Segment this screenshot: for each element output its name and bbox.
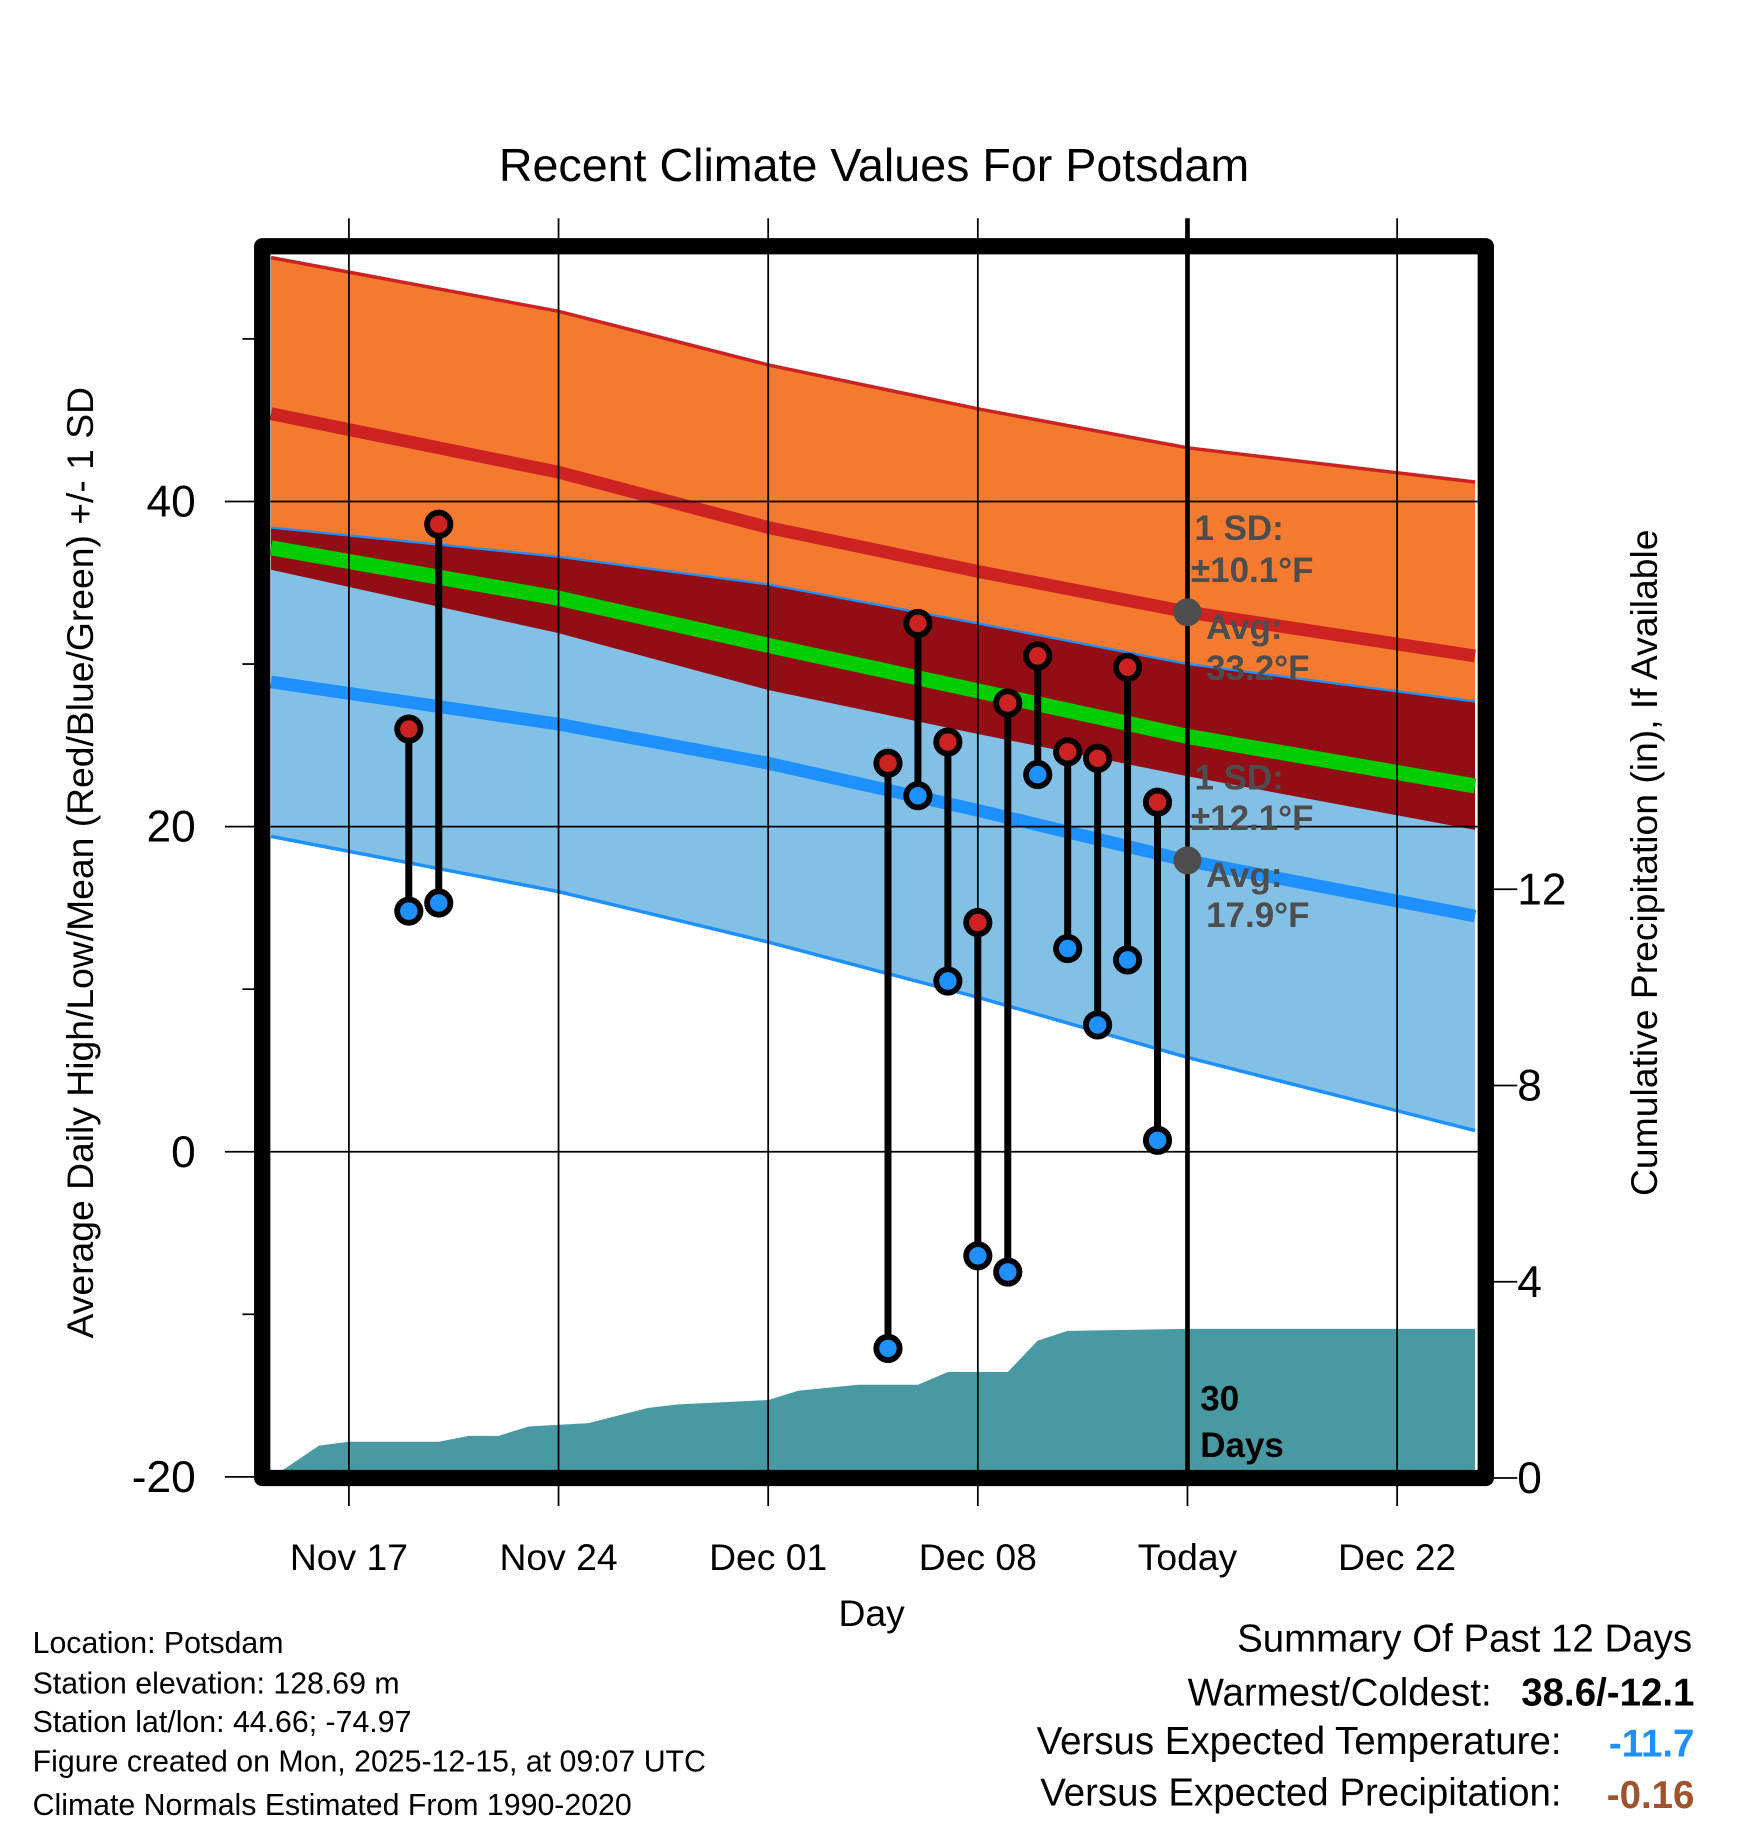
daily-high-low — [1053, 737, 1083, 964]
high-point — [903, 608, 933, 638]
low-sd-lower-edge — [270, 834, 1476, 1133]
daily-high-low — [903, 608, 933, 811]
high-avg-marker — [1173, 598, 1202, 627]
high-avg-value: 33.2°F — [1206, 649, 1309, 688]
summary: Summary Of Past 12 Days Warmest/Coldest:… — [1037, 1618, 1695, 1817]
mean-line — [270, 540, 1477, 794]
daily-high-low — [1083, 743, 1113, 1040]
y-tick-label: 20 — [147, 803, 196, 852]
info-created: Figure created on Mon, 2025-12-15, at 09… — [33, 1746, 706, 1779]
x-tick-label: Dec 08 — [919, 1536, 1037, 1578]
low-sd-label: 1 SD: — [1194, 758, 1283, 797]
low-point — [1083, 1010, 1113, 1040]
annotations: 1 SD: ±10.1°F Avg: 33.2°F 1 SD: ±12.1°F … — [1173, 509, 1314, 1465]
daily-high-low — [963, 907, 993, 1271]
axes: Nov 17 Nov 24 Dec 01 Dec 08 Today Dec 22 -20 0 2… — [132, 218, 1567, 1578]
low-point — [963, 1241, 993, 1271]
high-sd-upper-edge — [270, 255, 1476, 484]
precipitation-area — [281, 1328, 1475, 1472]
low-point — [394, 896, 424, 926]
window-days-number: 30 — [1200, 1379, 1239, 1418]
info-latlon: Station lat/lon: 44.66; -74.97 — [33, 1706, 412, 1739]
daily-high-low — [1142, 787, 1173, 1155]
summary-warmest-coldest-label: Warmest/Coldest: — [1188, 1671, 1492, 1714]
info-location: Location: Potsdam — [33, 1627, 284, 1660]
daily-high-low — [873, 748, 903, 1363]
daily-high-low — [933, 727, 963, 996]
high-sd-value: ±10.1°F — [1191, 551, 1314, 590]
high-avg-label: Avg: — [1206, 608, 1282, 647]
high-point — [993, 688, 1023, 718]
y-tick-label: 0 — [171, 1128, 196, 1177]
low-point — [993, 1257, 1023, 1287]
low-point — [1023, 760, 1053, 790]
low-point — [933, 966, 963, 996]
low-sd-upper-edge — [270, 526, 1476, 703]
high-point — [873, 748, 903, 778]
window-days-unit: Days — [1200, 1426, 1284, 1465]
y-tick-label: 40 — [147, 478, 196, 527]
high-point — [963, 907, 993, 938]
summary-precip-label: Versus Expected Precipitation: — [1040, 1771, 1561, 1814]
low-avg-value: 17.9°F — [1206, 896, 1309, 935]
high-point — [394, 714, 424, 744]
y2-tick-label: 12 — [1517, 865, 1566, 914]
x-tick-label: Nov 17 — [290, 1536, 408, 1578]
low-point — [1142, 1125, 1173, 1155]
info-normals: Climate Normals Estimated From 1990-2020 — [33, 1789, 632, 1822]
daily-high-low — [993, 688, 1023, 1287]
x-axis-label: Day — [839, 1592, 906, 1634]
low-sd-value: ±12.1°F — [1191, 799, 1314, 838]
high-point — [424, 509, 454, 539]
summary-title: Summary Of Past 12 Days — [1237, 1618, 1692, 1661]
low-point — [424, 888, 454, 918]
y2-axis-label: Cumulative Precipitation (in), If Availa… — [1623, 529, 1665, 1196]
summary-precip-value: -0.16 — [1607, 1774, 1695, 1817]
plot-frame — [254, 238, 1494, 1487]
low-point — [1113, 945, 1143, 975]
low-point — [903, 781, 933, 811]
y-tick-label: -20 — [132, 1453, 196, 1502]
low-avg-label: Avg: — [1206, 856, 1282, 895]
low-point — [1053, 933, 1083, 964]
high-point — [1023, 641, 1053, 671]
chart-title: Recent Climate Values For Potsdam — [499, 139, 1249, 191]
y-axis-label: Average Daily High/Low/Mean (Red/Blue/Gr… — [59, 387, 101, 1338]
high-point — [1083, 743, 1113, 773]
low-avg-marker — [1173, 846, 1202, 875]
daily-high-low — [394, 714, 424, 926]
plot-area — [270, 254, 1478, 1472]
station-info: Location: Potsdam Station elevation: 128… — [33, 1627, 706, 1822]
daily-high-low — [1113, 652, 1143, 975]
x-tick-label: Nov 24 — [499, 1536, 617, 1578]
high-point — [1142, 787, 1173, 817]
high-point — [933, 727, 963, 757]
x-tick-label: Dec 01 — [709, 1536, 827, 1578]
x-tick-label: Dec 22 — [1338, 1536, 1456, 1578]
summary-temp-value: -11.7 — [1609, 1723, 1694, 1766]
x-tick-label: Today — [1138, 1536, 1238, 1578]
summary-warmest-coldest-value: 38.6/-12.1 — [1521, 1671, 1694, 1714]
observation-marks — [394, 509, 1173, 1363]
info-elevation: Station elevation: 128.69 m — [33, 1668, 400, 1701]
y2-tick-label: 4 — [1517, 1258, 1542, 1307]
high-avg-line — [270, 407, 1476, 663]
summary-temp-label: Versus Expected Temperature: — [1037, 1720, 1562, 1763]
low-point — [873, 1333, 903, 1363]
daily-high-low — [424, 509, 454, 918]
y2-tick-label: 8 — [1517, 1062, 1542, 1111]
high-point — [1113, 652, 1143, 682]
high-sd-label: 1 SD: — [1194, 509, 1283, 548]
y2-tick-label: 0 — [1517, 1454, 1542, 1503]
low-avg-line — [270, 675, 1477, 923]
daily-high-low — [1023, 641, 1053, 790]
high-point — [1053, 737, 1083, 767]
